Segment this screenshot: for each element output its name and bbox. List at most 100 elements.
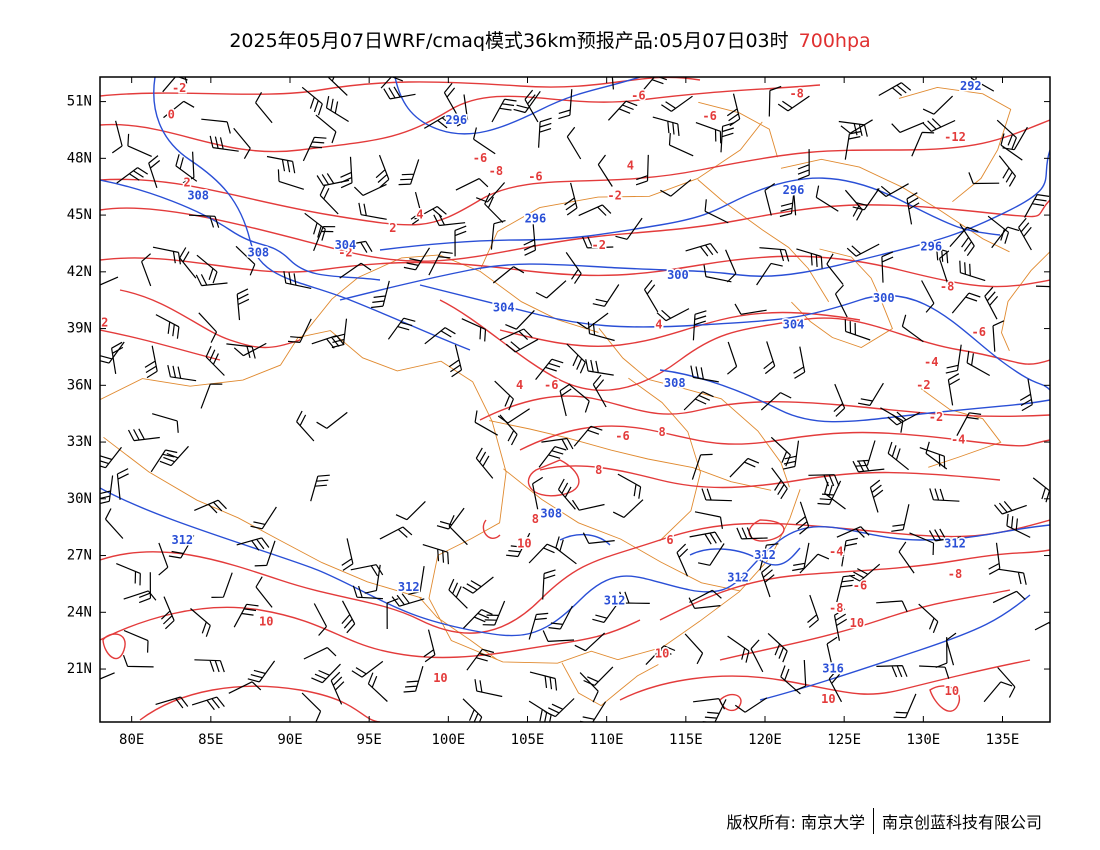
footer-separator — [872, 808, 874, 834]
temperature-label: -6 — [528, 170, 542, 184]
wind-barb — [909, 532, 935, 556]
wind-barb — [379, 526, 413, 540]
wind-barb — [876, 665, 908, 678]
wind-barb — [391, 593, 425, 607]
wind-barb — [852, 459, 885, 473]
wind-barb — [367, 672, 388, 702]
height-label: 300 — [873, 291, 895, 305]
wind-barb — [768, 85, 782, 117]
wind-barb — [840, 119, 873, 134]
wind-barb — [836, 526, 870, 538]
wind-barb — [325, 95, 349, 123]
province-boundary — [561, 662, 659, 707]
wind-barb — [557, 478, 576, 510]
temperature-contour — [100, 329, 221, 361]
province-boundary — [100, 330, 801, 664]
wind-barb — [996, 119, 1017, 150]
wind-barb — [455, 178, 489, 191]
wind-barb — [759, 247, 790, 262]
province-boundary — [698, 101, 778, 158]
wind-barb — [428, 251, 453, 276]
lon-label: 85E — [198, 732, 223, 748]
wind-barb — [211, 572, 233, 598]
wind-barb — [341, 538, 354, 571]
wind-barb — [661, 95, 693, 112]
wind-barb — [423, 629, 436, 663]
temperature-label: -6 — [853, 578, 867, 592]
wind-barb — [833, 383, 846, 417]
wind-barb — [945, 344, 962, 374]
wind-barb — [770, 436, 791, 467]
wind-barb — [828, 669, 843, 703]
wind-barb — [568, 383, 590, 413]
wind-barb — [386, 598, 399, 630]
wind-barb — [228, 681, 262, 694]
province-boundary — [791, 248, 893, 348]
temperature-label: 4 — [655, 317, 662, 331]
lon-label: 130E — [906, 732, 940, 748]
wind-barb — [100, 475, 114, 505]
wind-barb — [898, 541, 915, 574]
wind-barb — [340, 156, 353, 189]
wind-barb — [319, 184, 339, 215]
wind-barb — [474, 679, 503, 698]
wind-barb — [760, 392, 792, 411]
wind-barb — [750, 639, 764, 673]
height-label: 308 — [664, 376, 686, 390]
wind-barb — [544, 698, 575, 718]
lat-label: 51N — [67, 94, 92, 110]
lon-label: 100E — [431, 732, 465, 748]
wind-barb — [475, 447, 494, 479]
wind-barb — [592, 374, 607, 408]
wind-barb — [100, 446, 122, 469]
wind-barb — [1018, 217, 1032, 251]
province-boundary — [103, 436, 423, 599]
wind-barb — [734, 697, 768, 713]
wind-barb — [876, 600, 908, 613]
footer-left: 版权所有: 南京大学 — [726, 813, 865, 832]
wind-barb — [100, 341, 125, 364]
wind-barb — [690, 365, 719, 383]
wind-barb — [704, 199, 729, 224]
wind-barb — [233, 603, 259, 628]
wind-barb — [528, 612, 549, 640]
height-contour — [689, 547, 801, 566]
wind-barb — [947, 373, 960, 406]
wind-barb — [341, 600, 356, 634]
wind-barb — [566, 126, 582, 160]
temperature-label: 10 — [945, 684, 959, 698]
temperature-label: -8 — [948, 567, 962, 581]
province-boundary — [697, 179, 830, 303]
wind-barb — [817, 480, 842, 505]
height-label: 296 — [445, 113, 467, 127]
wind-barb — [313, 603, 328, 636]
wind-barb — [226, 343, 256, 359]
wind-barb — [869, 479, 884, 513]
wind-barb — [454, 225, 467, 257]
wind-barb — [422, 544, 449, 565]
wind-barb — [824, 481, 846, 510]
wind-barb — [612, 499, 644, 518]
wind-barb — [796, 248, 823, 269]
wind-barb — [316, 173, 350, 187]
height-label: 308 — [247, 245, 269, 259]
wind-barb — [702, 699, 727, 722]
wind-barb — [448, 578, 468, 609]
wind-barb — [195, 274, 228, 287]
height-label: 300 — [667, 268, 689, 282]
wind-barb — [538, 117, 552, 148]
wind-barb — [564, 182, 578, 216]
wind-barb — [466, 648, 495, 671]
temperature-contour — [100, 199, 1050, 262]
wind-barb — [807, 594, 819, 628]
height-label: 296 — [783, 183, 805, 197]
province-boundary — [628, 377, 701, 542]
wind-barb — [188, 214, 220, 228]
wind-barb — [375, 154, 390, 188]
wind-barb — [535, 358, 564, 380]
wind-barb — [585, 359, 614, 376]
temperature-label: 8 — [658, 425, 665, 439]
wind-barb — [505, 338, 539, 353]
wind-barb — [184, 77, 188, 84]
wind-barb — [597, 154, 613, 187]
